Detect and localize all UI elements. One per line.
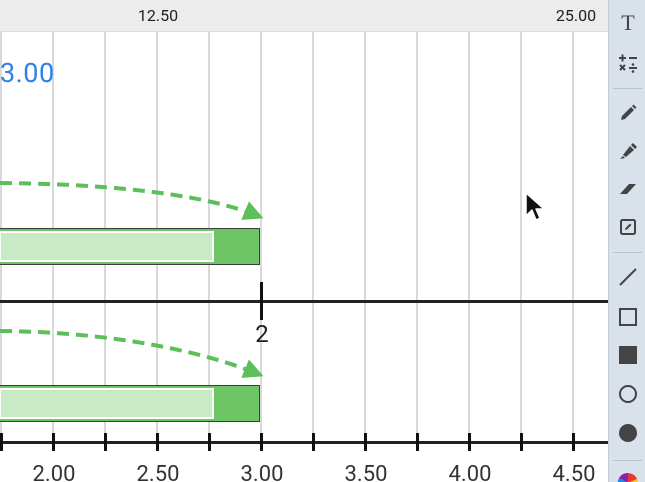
- axis-label: 2.00: [32, 462, 76, 482]
- color-wheel-icon: [617, 472, 638, 482]
- pen-tool[interactable]: [611, 96, 645, 130]
- axis-tick: [156, 433, 159, 451]
- grid-line: [416, 32, 418, 442]
- top-ruler: 12.50 25.00: [0, 0, 608, 32]
- workspace-canvas[interactable]: 12.50 25.00 3.00 2 2.00 2.50: [0, 0, 608, 482]
- number-line-middle[interactable]: [0, 300, 608, 303]
- axis-label: 4.00: [448, 462, 492, 482]
- axis-tick: [208, 433, 211, 451]
- axis-tick: [520, 433, 523, 451]
- jump-arrow-upper: [0, 181, 264, 220]
- axis-tick: [468, 433, 471, 451]
- eraser-icon: [620, 184, 636, 194]
- grid-line: [364, 32, 366, 442]
- axis-tick: [312, 433, 315, 451]
- eraser-tool[interactable]: [611, 172, 645, 206]
- jump-arrow-lower: [0, 329, 264, 378]
- highlighter-icon: [620, 143, 637, 159]
- text-icon: T: [621, 10, 635, 35]
- fraction-bar-fill: [0, 388, 214, 419]
- ruler-label: 12.50: [137, 6, 179, 25]
- rectangle-outline-tool[interactable]: [611, 300, 645, 334]
- toolbar-divider: [613, 460, 642, 461]
- grid-line: [468, 32, 470, 442]
- circle-outline-tool[interactable]: [611, 377, 645, 411]
- rectangle-filled-icon: [619, 346, 637, 364]
- pen-icon: [621, 104, 637, 120]
- note-tool[interactable]: [611, 210, 645, 244]
- number-line-bottom[interactable]: [0, 441, 608, 444]
- grid-line: [312, 32, 314, 442]
- color-picker-tool[interactable]: [611, 466, 645, 482]
- axis-tick: [572, 433, 575, 451]
- grid-line: [520, 32, 522, 442]
- toolbar-divider: [613, 88, 642, 89]
- math-tool[interactable]: [611, 46, 645, 80]
- axis-label: 2.50: [136, 462, 180, 482]
- note-edit-icon: [620, 219, 636, 235]
- axis-tick: [364, 433, 367, 451]
- axis-tick: [260, 433, 263, 451]
- grid-line: [572, 32, 574, 442]
- grid-line: [260, 32, 262, 442]
- ruler-label: 25.00: [555, 6, 597, 25]
- mouse-pointer-icon: [525, 192, 545, 221]
- line-tool[interactable]: [611, 260, 645, 294]
- axis-tick: [104, 433, 107, 451]
- rectangle-outline-icon: [619, 308, 637, 326]
- toolbar-divider: [613, 252, 642, 253]
- number-line-label: 2: [255, 320, 269, 348]
- axis-tick: [416, 433, 419, 451]
- circle-outline-icon: [619, 385, 637, 403]
- fraction-bar-lower[interactable]: [0, 385, 260, 422]
- number-line-tick: [260, 282, 263, 320]
- fraction-bar-fill: [0, 231, 214, 262]
- axis-label: 3.50: [344, 462, 388, 482]
- rectangle-filled-tool[interactable]: [611, 338, 645, 372]
- line-icon: [619, 268, 637, 286]
- fraction-bar-upper[interactable]: [0, 228, 260, 265]
- axis-label: 3.00: [240, 462, 284, 482]
- tool-palette: T: [608, 0, 645, 482]
- circle-filled-icon: [619, 424, 637, 442]
- axis-tick: [52, 433, 55, 451]
- axis-label: 4.50: [552, 462, 596, 482]
- value-display[interactable]: 3.00: [0, 57, 55, 89]
- axis-tick: [0, 433, 3, 451]
- text-tool[interactable]: T: [611, 6, 645, 40]
- math-operators-icon: [619, 54, 637, 73]
- highlighter-tool[interactable]: [611, 134, 645, 168]
- circle-filled-tool[interactable]: [611, 416, 645, 450]
